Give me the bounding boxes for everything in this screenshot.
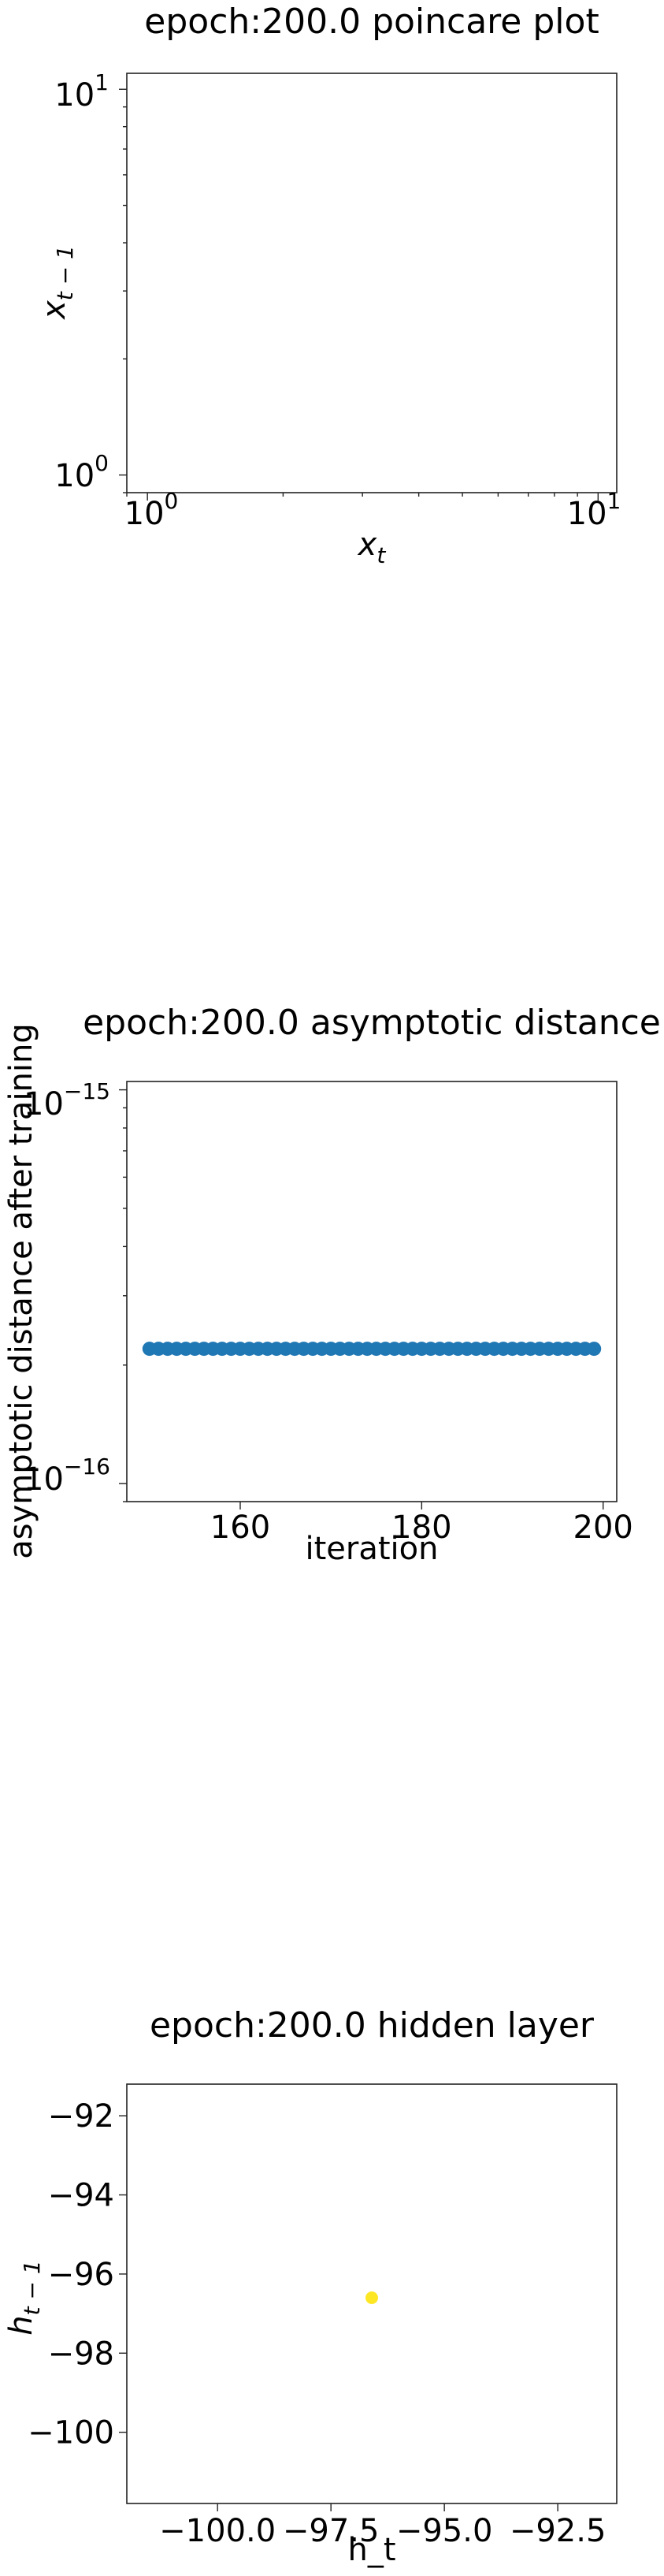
asymptotic-distance-figure: epoch:200.0 asymptotic distance 160 180 20… (0, 985, 664, 1774)
hidden-layer-xtick-label: −92.5 (510, 2513, 607, 2549)
hidden-layer-xlabel: h_t (347, 2532, 395, 2568)
asymptotic-distance-ylabel: asymptotic distance after training (3, 1023, 39, 1559)
asymptotic-distance-point (587, 1342, 602, 1357)
asymptotic-distance-xlabel: iteration (306, 1531, 439, 1567)
hidden-layer-ytick-label: −100 (28, 2415, 114, 2451)
hidden-layer-title: epoch:200.0 hidden layer (150, 2005, 595, 2046)
hidden-layer-ytick-label: −96 (48, 2257, 114, 2293)
hidden-layer-ytick-label: −92 (48, 2098, 114, 2135)
hidden-layer-ytick-label: −94 (48, 2178, 114, 2214)
asymptotic-distance-ticks (119, 1089, 604, 1509)
hidden-layer-xtick-labels: −100.0 −97.5 −95.0 −92.5 (159, 2513, 606, 2549)
poincare-plot-ylabel: xt − 1 (36, 245, 78, 321)
poincare-plot-ticks (119, 88, 599, 501)
asymptotic-distance-xtick-label: 160 (210, 1509, 270, 1546)
asymptotic-distance-ytick-label-top: 10−15 (24, 1078, 110, 1122)
poincare-plot-svg: epoch:200.0 poincare plot 100 101 101 10… (36, 2, 621, 568)
asymptotic-distance-frame (126, 1081, 618, 1502)
hidden-layer-xtick-label: −100.0 (159, 2513, 276, 2549)
hidden-layer-point (365, 2291, 378, 2305)
hidden-layer-xtick-label: −97.5 (283, 2513, 380, 2549)
asymptotic-distance-xtick-label: 200 (573, 1509, 633, 1546)
hidden-layer-points (365, 2291, 378, 2305)
asymptotic-distance-xtick-labels: 160 180 200 (210, 1509, 633, 1546)
poincare-plot-figure: epoch:200.0 poincare plot 100 101 101 10… (0, 0, 664, 883)
asymptotic-distance-title: epoch:200.0 asymptotic distance (83, 1003, 661, 1043)
hidden-layer-ticks (119, 2115, 558, 2511)
poincare-plot-xtick-label-0: 100 (124, 488, 179, 532)
asymptotic-distance-ytick-label-bottom: 10−16 (24, 1454, 110, 1498)
poincare-plot-frame (126, 73, 618, 493)
poincare-plot-ytick-label-top: 101 (54, 69, 109, 114)
hidden-layer-frame (126, 2083, 618, 2504)
poincare-plot-xtick-label-1: 101 (567, 488, 621, 532)
hidden-layer-ylabel: ht − 1 (3, 2260, 45, 2335)
asymptotic-distance-svg: epoch:200.0 asymptotic distance 160 180 20… (3, 1003, 661, 1567)
asymptotic-distance-points (142, 1342, 602, 1357)
poincare-plot-title: epoch:200.0 poincare plot (144, 2, 599, 42)
asymptotic-distance-xtick-label: 180 (391, 1509, 451, 1546)
hidden-layer-ytick-labels: −92 −94 −96 −98 −100 (28, 2098, 114, 2451)
hidden-layer-xtick-label: −95.0 (396, 2513, 493, 2549)
hidden-layer-figure: epoch:200.0 hidden layer −100.0 −97.5 −95.… (0, 1979, 664, 2576)
poincare-plot-ytick-label-bottom: 100 (54, 450, 109, 494)
hidden-layer-ytick-label: −98 (48, 2336, 114, 2372)
hidden-layer-svg: epoch:200.0 hidden layer −100.0 −97.5 −95.… (3, 2005, 618, 2568)
poincare-plot-xlabel: xt (357, 527, 387, 568)
